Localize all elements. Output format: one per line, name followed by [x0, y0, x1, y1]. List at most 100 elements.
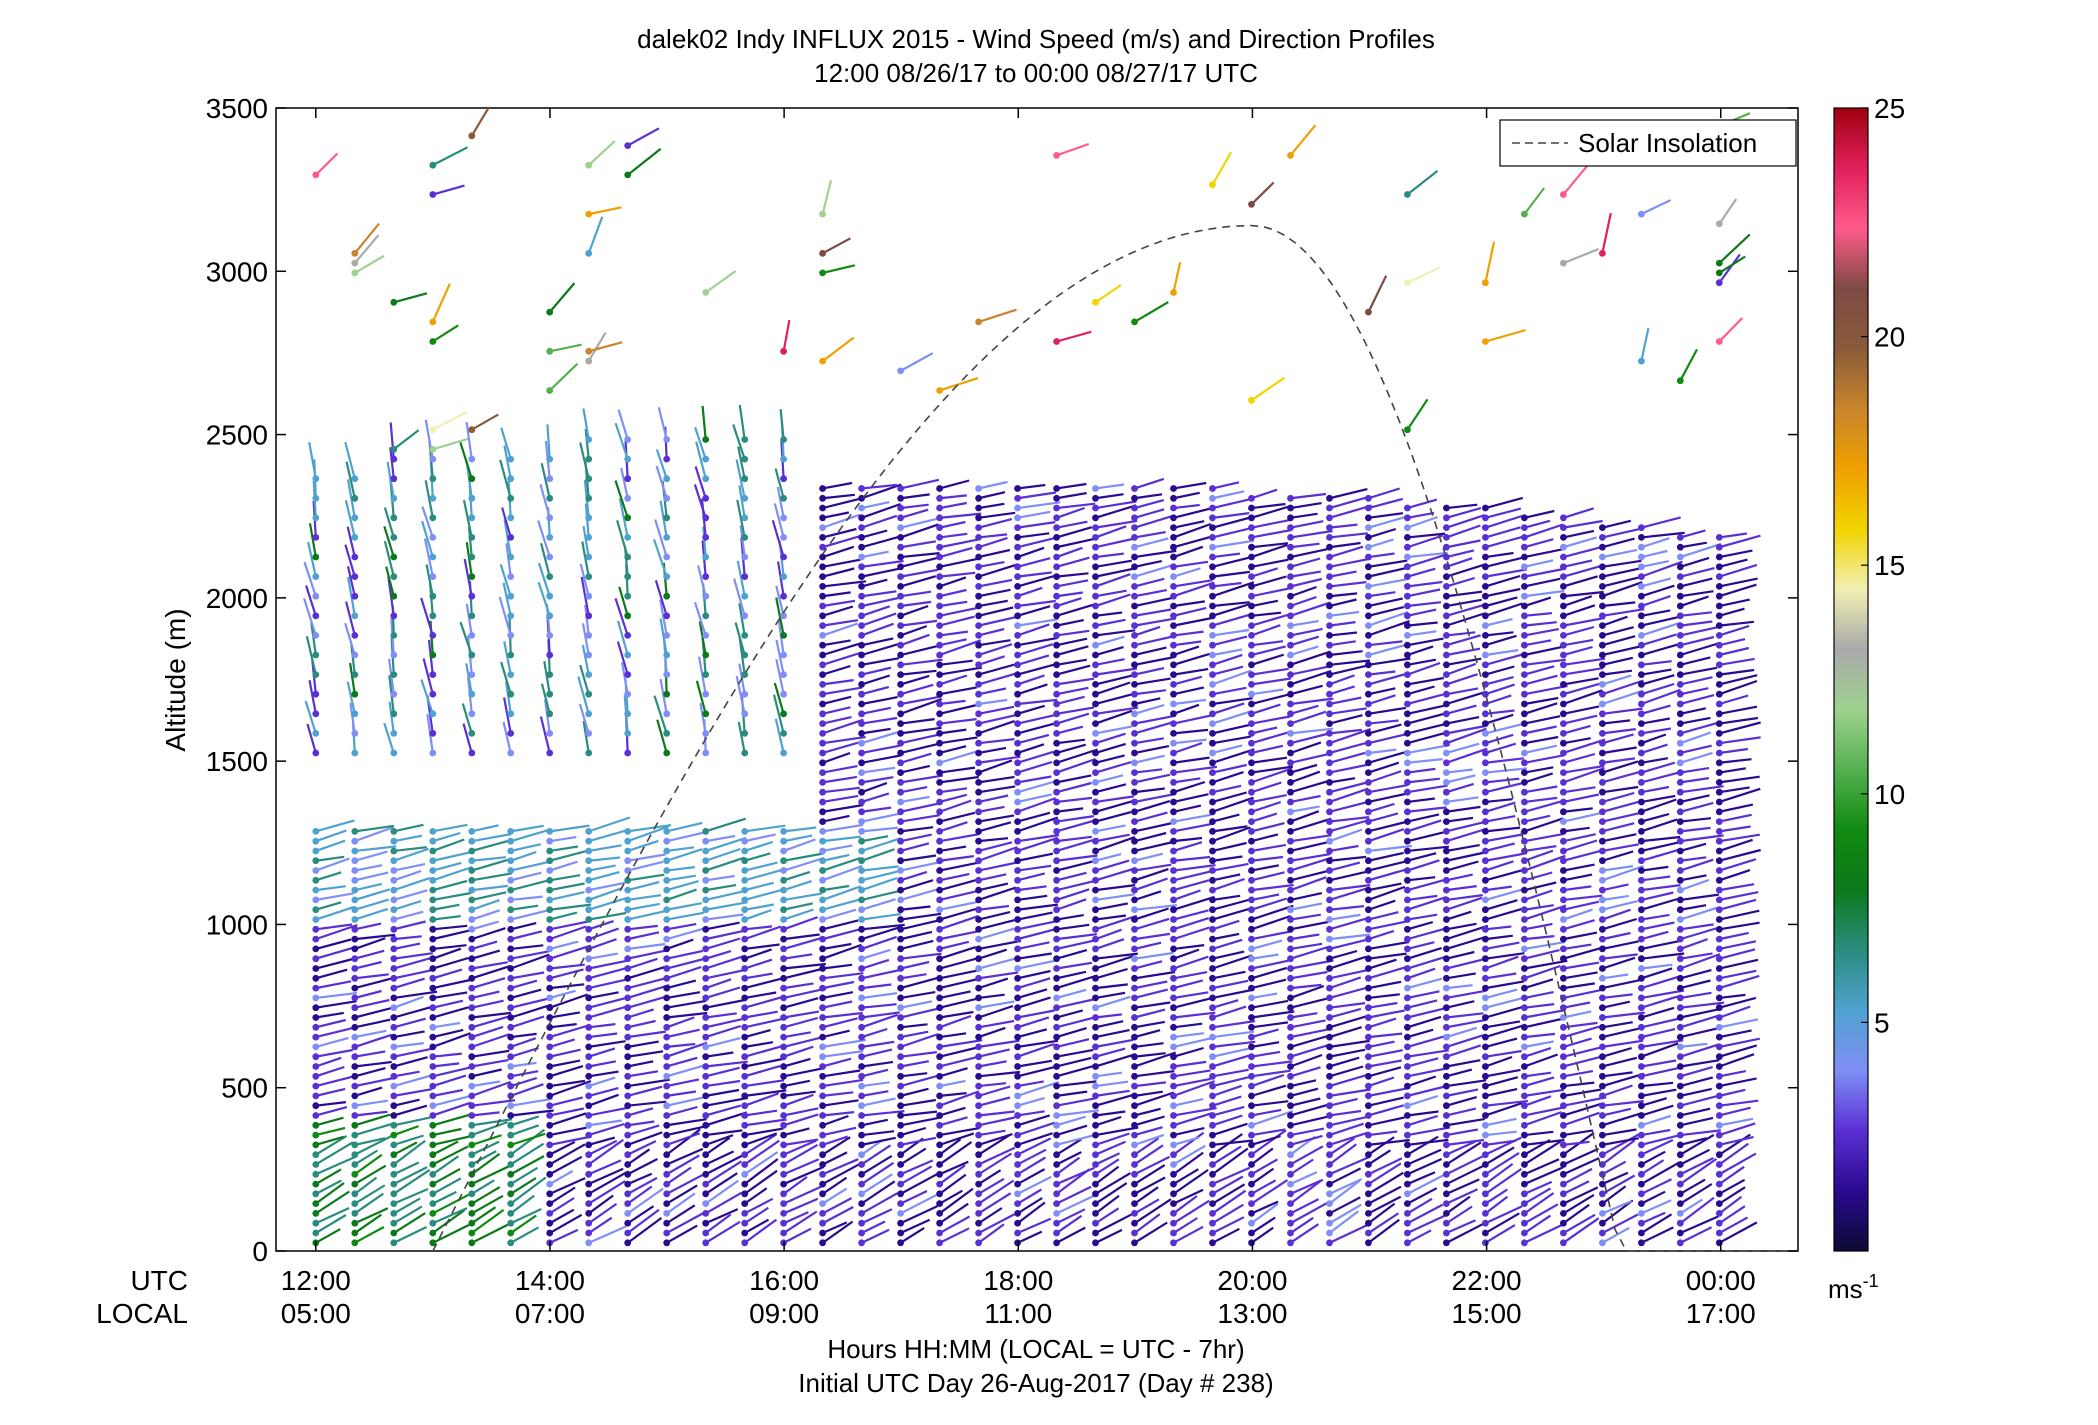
- wind-barb-dot: [897, 1190, 904, 1198]
- wind-barb: [315, 1106, 348, 1117]
- wind-barb-dot: [546, 1121, 554, 1129]
- wind-barb: [1563, 667, 1604, 676]
- wind-barb: [1524, 577, 1561, 588]
- wind-barb-dot: [1404, 984, 1411, 992]
- wind-barb-dot: [1365, 1082, 1372, 1090]
- wind-barb-dot: [1443, 1200, 1450, 1207]
- wind-barb: [736, 560, 746, 597]
- wind-barb-dot: [1092, 1112, 1099, 1119]
- wind-barb-dot: [897, 1023, 904, 1031]
- wind-barb: [1368, 1049, 1403, 1058]
- wind-barb-dot: [1209, 514, 1216, 522]
- wind-barb: [1017, 864, 1052, 872]
- wind-barb-dot: [1053, 534, 1060, 541]
- wind-barb: [900, 1098, 936, 1107]
- wind-barb-dot: [702, 514, 710, 522]
- wind-barb: [588, 871, 620, 882]
- wind-barb: [588, 341, 623, 353]
- wind-barb-dot: [468, 494, 476, 502]
- wind-barb: [939, 494, 967, 500]
- wind-barb: [1602, 707, 1643, 715]
- wind-barb-dot: [1404, 798, 1411, 806]
- wind-barb: [1017, 636, 1058, 647]
- wind-barb-dot: [663, 1200, 671, 1207]
- wind-barb: [540, 542, 551, 577]
- wind-barb-dot: [1053, 573, 1060, 580]
- wind-barb: [900, 814, 940, 823]
- wind-barb: [783, 962, 826, 970]
- wind-barb: [499, 459, 512, 499]
- wind-barb-dot: [1053, 1043, 1060, 1051]
- wind-barb-dot: [1209, 1092, 1216, 1100]
- wind-barb: [861, 1208, 893, 1225]
- wind-barb: [1289, 1145, 1324, 1166]
- wind-barb: [737, 721, 746, 754]
- wind-barb-dot: [468, 651, 476, 659]
- wind-barb: [783, 1210, 818, 1234]
- wind-barb: [1524, 735, 1559, 745]
- wind-barb-dot: [975, 906, 982, 914]
- wind-barb: [783, 967, 823, 980]
- wind-barb: [549, 983, 585, 990]
- wind-barb: [1407, 1066, 1450, 1078]
- wind-barb-dot: [312, 994, 320, 1002]
- wind-barb: [1329, 1007, 1362, 1019]
- wind-barb-dot: [1521, 1229, 1528, 1237]
- wind-barb-dot: [585, 210, 593, 218]
- wind-barb: [510, 860, 552, 872]
- wind-barb: [1563, 885, 1592, 892]
- wind-barb-dot: [858, 524, 865, 531]
- wind-barb: [1563, 1046, 1603, 1058]
- wind-barb: [1602, 635, 1636, 647]
- wind-barb-dot: [1599, 955, 1606, 963]
- wind-barb: [900, 975, 943, 990]
- wind-barb-dot: [624, 876, 632, 884]
- wind-barb: [1095, 954, 1135, 970]
- wind-barb: [1368, 1086, 1411, 1097]
- wind-barb-dot: [858, 720, 865, 727]
- wind-barb: [666, 1016, 695, 1029]
- wind-barb: [733, 578, 746, 617]
- wind-barb: [1485, 826, 1521, 833]
- wind-barb: [861, 559, 904, 568]
- wind-barb-dot: [1404, 1170, 1411, 1178]
- wind-barb: [1017, 483, 1046, 490]
- wind-barb: [354, 933, 396, 941]
- wind-barb-dot: [546, 1053, 554, 1061]
- wind-barb: [627, 1078, 670, 1088]
- wind-barb-dot: [702, 1190, 710, 1198]
- wind-barb: [1056, 815, 1095, 823]
- wind-barb-dot: [624, 1004, 632, 1012]
- wind-barb-dot: [1014, 1210, 1021, 1217]
- wind-barb-dot: [819, 1190, 826, 1198]
- wind-barb: [822, 853, 850, 862]
- wind-barb: [549, 1140, 576, 1156]
- wind-barb-dot: [975, 739, 982, 747]
- wind-barb: [1407, 921, 1434, 931]
- wind-barb-dot: [1209, 925, 1216, 933]
- wind-barb-dot: [1521, 1082, 1528, 1090]
- wind-barb-dot: [1131, 632, 1138, 639]
- wind-barb: [978, 1110, 1015, 1117]
- wind-barb: [549, 1024, 589, 1039]
- wind-barb-dot: [819, 1072, 826, 1080]
- wind-barb-dot: [1092, 876, 1099, 884]
- wind-barb-dot: [1209, 965, 1216, 972]
- wind-barb: [588, 1023, 616, 1029]
- wind-barb: [471, 899, 500, 911]
- wind-barb: [1329, 916, 1371, 931]
- wind-barb: [939, 1189, 963, 1205]
- wind-barb: [822, 963, 853, 970]
- wind-barb-dot: [1248, 1219, 1255, 1227]
- wind-barb-dot: [1170, 1121, 1177, 1129]
- wind-barb-dot: [897, 1151, 904, 1159]
- wind-barb-dot: [741, 749, 749, 757]
- wind-barb-dot: [429, 876, 437, 884]
- wind-barb-dot: [1443, 504, 1450, 512]
- wind-barb: [1095, 559, 1132, 568]
- wind-barb-dot: [1482, 710, 1489, 718]
- wind-barb: [783, 953, 813, 960]
- wind-barb: [315, 829, 347, 843]
- wind-barb-dot: [585, 573, 593, 580]
- wind-barb: [315, 1000, 357, 1009]
